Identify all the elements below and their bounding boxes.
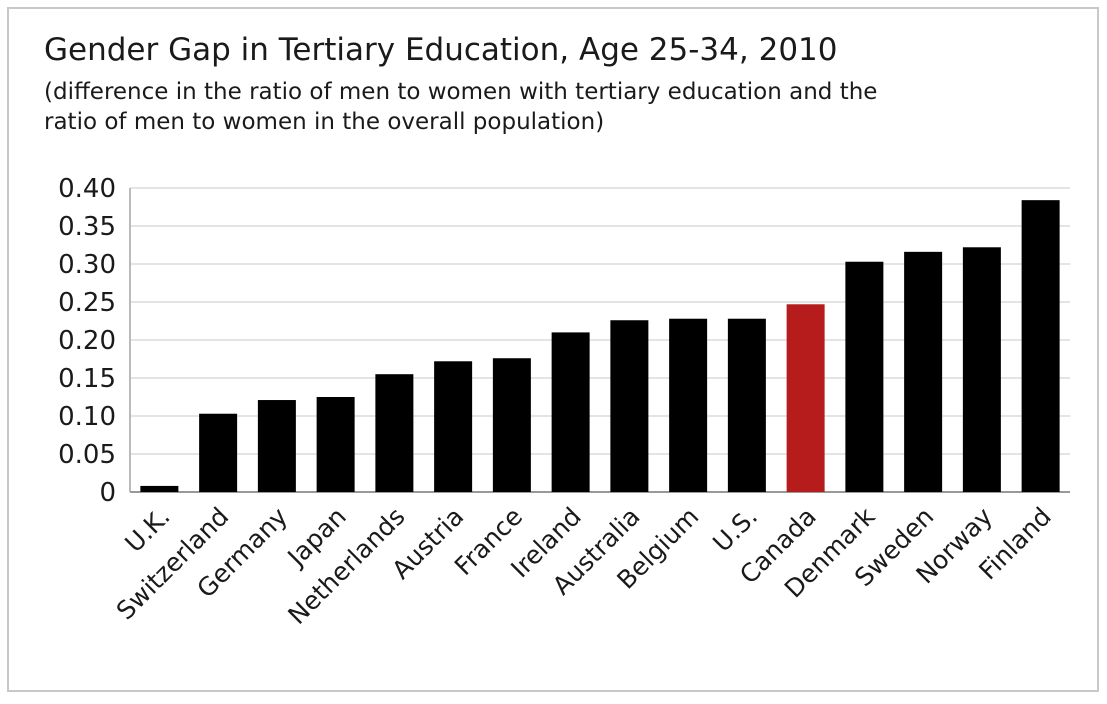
bar	[669, 318, 708, 492]
bar	[375, 374, 414, 492]
bar	[962, 247, 1001, 492]
y-tick-label: 0.25	[58, 288, 116, 318]
bar	[551, 332, 590, 492]
chart-subtitle: ratio of men to women in the overall pop…	[44, 109, 604, 135]
bar	[199, 413, 238, 492]
y-tick-label: 0.10	[58, 402, 116, 432]
y-tick-label: 0	[99, 478, 116, 508]
bar	[904, 251, 943, 492]
y-tick-label: 0.20	[58, 326, 116, 356]
bar	[492, 358, 531, 492]
chart-subtitle: (difference in the ratio of men to women…	[44, 79, 877, 105]
bar	[610, 320, 649, 492]
bar	[316, 397, 355, 492]
bar	[845, 261, 884, 492]
y-tick-label: 0.40	[58, 174, 116, 204]
bar	[434, 361, 473, 492]
bar	[727, 318, 766, 492]
y-tick-label: 0.05	[58, 440, 116, 470]
bar	[786, 304, 825, 492]
bar	[257, 400, 296, 492]
bar	[140, 485, 179, 492]
bar	[1021, 200, 1060, 492]
chart-title: Gender Gap in Tertiary Education, Age 25…	[44, 32, 837, 68]
y-tick-label: 0.15	[58, 364, 116, 394]
y-tick-label: 0.35	[58, 212, 116, 242]
y-tick-label: 0.30	[58, 250, 116, 280]
